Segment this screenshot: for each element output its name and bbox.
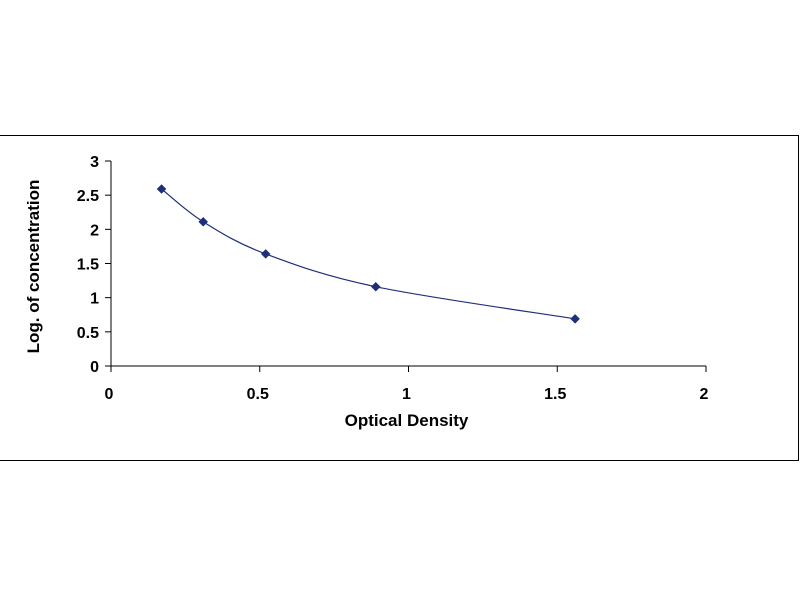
data-points (156, 184, 580, 324)
x-tick-label: 0 (105, 386, 114, 403)
x-tick-label: 1 (402, 386, 411, 403)
y-axis-ticks: 0 0.5 1 1.5 2 2.5 3 (77, 154, 111, 376)
axes (110, 161, 706, 367)
data-point (370, 281, 381, 292)
y-axis-title: Log. of concentration (24, 180, 43, 354)
y-tick-label: 0 (90, 359, 99, 376)
y-tick-label: 2.5 (77, 188, 99, 205)
data-point (198, 216, 209, 227)
x-axis-ticks: 0 0.5 1 1.5 2 (105, 366, 709, 403)
x-tick-label: 2 (700, 386, 709, 403)
x-tick-label: 1.5 (544, 386, 566, 403)
y-tick-label: 2 (90, 222, 99, 239)
y-tick-label: 0.5 (77, 325, 99, 342)
y-tick-label: 1.5 (77, 257, 99, 274)
data-point (156, 184, 167, 194)
x-tick-label: 0.5 (247, 386, 269, 403)
fit-curve (161, 188, 576, 320)
y-tick-label: 1 (90, 291, 99, 308)
data-point (260, 249, 271, 259)
x-axis-title: Optical Density (345, 411, 469, 430)
data-point (570, 313, 580, 324)
y-tick-label: 3 (90, 154, 99, 171)
chart-frame (0, 135, 799, 461)
